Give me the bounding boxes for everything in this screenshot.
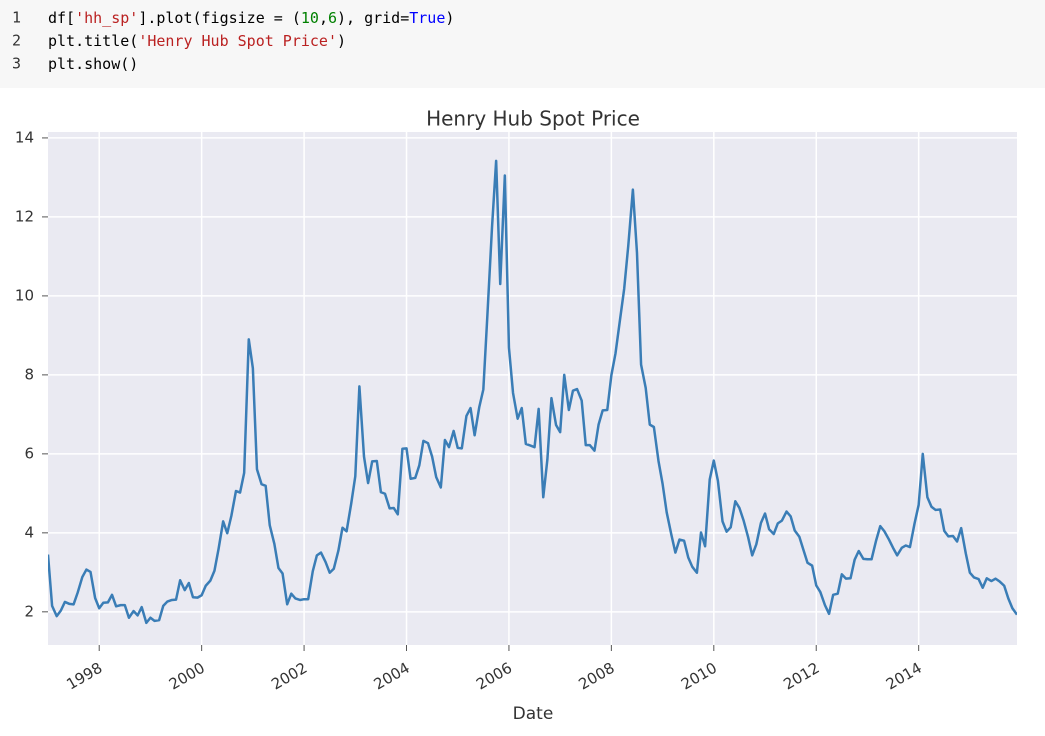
x-tick-label: 2002 xyxy=(268,659,310,694)
x-tick-label: 2004 xyxy=(371,659,413,694)
code-token: ) xyxy=(337,32,346,50)
code-string: 'Henry Hub Spot Price' xyxy=(138,32,337,50)
code-number: 6 xyxy=(328,9,337,27)
code-line: plt.show() xyxy=(48,55,138,73)
x-tick-label: 2008 xyxy=(576,659,618,694)
x-tick-label: 2000 xyxy=(166,659,208,694)
y-tick-label: 8 xyxy=(24,365,34,383)
x-axis-label: Date xyxy=(513,704,554,724)
plot-background xyxy=(48,132,1017,645)
code-line: df['hh_sp'].plot(figsize = (10,6), grid=… xyxy=(48,9,454,27)
x-tick-label: 1998 xyxy=(63,659,105,694)
code-token: df[ xyxy=(48,9,75,27)
code-token: ), grid= xyxy=(337,9,409,27)
line-number: 2 xyxy=(12,32,21,50)
code-token: ) xyxy=(445,9,454,27)
y-tick-label: 12 xyxy=(15,207,34,225)
chart: Henry Hub Spot Price Date 2 4 6 8 10 12 14 1998… xyxy=(15,107,1017,724)
code: 1 2 3 df['hh_sp'].plot(figsize = (10,6),… xyxy=(12,9,454,73)
line-series xyxy=(48,159,1017,625)
x-tick-label: 2012 xyxy=(780,659,822,694)
y-tick-label: 10 xyxy=(15,286,34,304)
line-number: 3 xyxy=(12,55,21,73)
y-tick-label: 4 xyxy=(24,523,34,541)
chart-title: Henry Hub Spot Price xyxy=(426,107,640,131)
code-cell: 1 2 3 df['hh_sp'].plot(figsize = (10,6),… xyxy=(0,0,1045,88)
code-string: 'hh_sp' xyxy=(75,9,138,27)
y-tick-label: 14 xyxy=(15,128,34,146)
code-number: 10 xyxy=(301,9,319,27)
x-tick-label: 2006 xyxy=(473,659,515,694)
code-token: plt.title( xyxy=(48,32,138,50)
code-keyword: True xyxy=(409,9,445,27)
line-number: 1 xyxy=(12,9,21,27)
y-tick-label: 2 xyxy=(24,602,34,620)
code-line: plt.title('Henry Hub Spot Price') xyxy=(48,32,346,50)
code-token: ].plot(figsize = ( xyxy=(138,9,301,27)
code-token: plt.show() xyxy=(48,55,138,73)
code-token: , xyxy=(319,9,328,27)
x-tick-label: 2010 xyxy=(678,659,720,694)
x-tick-label: 2014 xyxy=(883,659,925,694)
y-tick-label: 6 xyxy=(24,444,34,462)
